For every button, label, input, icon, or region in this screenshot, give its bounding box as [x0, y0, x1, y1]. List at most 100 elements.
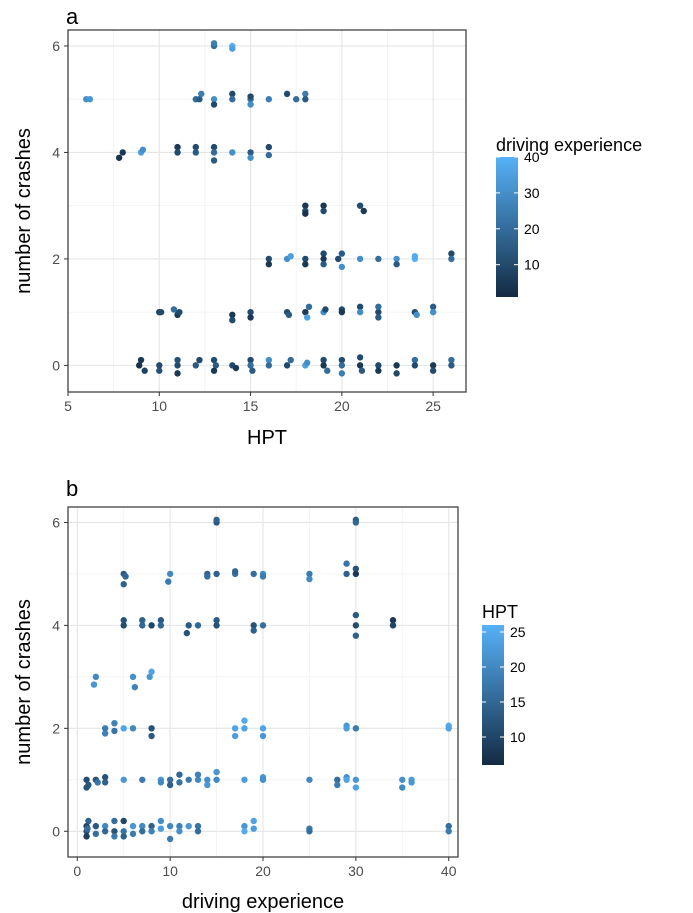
data-point	[183, 629, 191, 637]
y-tick-label: 6	[52, 514, 60, 530]
y-tick-label: 0	[52, 823, 60, 839]
x-axis-title: HPT	[247, 427, 287, 449]
x-tick-label: 25	[425, 398, 441, 414]
data-point	[302, 308, 309, 316]
legend-tick-label: 20	[524, 221, 540, 237]
data-point	[192, 149, 199, 156]
data-point	[429, 308, 437, 316]
data-point	[338, 356, 346, 364]
data-point	[283, 362, 291, 369]
data-point	[375, 367, 382, 374]
data-point	[120, 622, 127, 629]
data-point	[101, 774, 109, 781]
data-point	[375, 362, 382, 369]
data-point	[148, 732, 155, 740]
data-point	[111, 727, 118, 735]
data-point	[213, 617, 220, 624]
data-point	[174, 143, 181, 151]
data-point	[101, 725, 109, 732]
data-point	[265, 356, 273, 364]
data-point	[115, 154, 123, 161]
data-point	[120, 828, 127, 835]
data-point	[170, 306, 178, 313]
data-point	[265, 143, 273, 151]
data-point	[166, 570, 174, 578]
data-point	[166, 781, 174, 789]
data-point	[259, 573, 267, 580]
panel-letter: a	[66, 4, 79, 29]
data-point	[111, 719, 118, 727]
data-point	[194, 822, 202, 830]
data-point	[85, 817, 92, 825]
data-point	[156, 362, 163, 369]
data-point	[343, 725, 350, 732]
data-point	[148, 822, 155, 830]
data-point	[322, 306, 329, 313]
data-point	[343, 570, 350, 578]
data-point	[302, 96, 309, 103]
data-point	[185, 776, 192, 783]
x-tick-label: 40	[441, 863, 457, 879]
data-point	[247, 314, 254, 321]
data-point	[119, 149, 126, 156]
data-point	[120, 776, 127, 783]
data-point	[174, 149, 181, 156]
data-point	[92, 822, 100, 830]
data-point	[302, 210, 309, 217]
data-point	[320, 202, 327, 209]
y-tick-label: 0	[52, 357, 60, 373]
data-point	[306, 776, 313, 783]
data-point	[250, 825, 257, 832]
data-point	[111, 817, 118, 825]
data-point	[210, 149, 218, 156]
data-point	[210, 40, 218, 47]
x-tick-label: 20	[255, 863, 271, 879]
legend-tick-label: 10	[524, 257, 540, 273]
data-point	[356, 202, 364, 209]
data-point	[335, 255, 342, 263]
data-point	[352, 725, 360, 732]
data-point	[285, 311, 293, 319]
y-axis-title: number of crashes	[13, 128, 35, 294]
data-point	[232, 364, 240, 372]
data-point	[129, 830, 137, 838]
panel-letter: b	[66, 476, 78, 501]
data-point	[185, 822, 192, 830]
data-point	[375, 303, 382, 311]
data-point	[210, 101, 218, 108]
data-point	[306, 828, 313, 835]
data-point	[204, 781, 211, 789]
data-point	[120, 617, 127, 624]
data-point	[176, 308, 183, 316]
y-tick-label: 4	[52, 144, 60, 160]
data-point	[204, 573, 211, 580]
data-point	[429, 362, 437, 369]
data-point	[343, 560, 350, 567]
data-point	[250, 627, 257, 634]
data-point	[265, 261, 273, 268]
data-point	[204, 776, 211, 783]
data-point	[352, 622, 360, 629]
x-tick-label: 30	[348, 863, 364, 879]
data-point	[393, 261, 400, 268]
data-point	[141, 367, 148, 374]
data-point	[338, 263, 346, 271]
data-point	[166, 822, 174, 830]
data-point	[399, 784, 406, 791]
data-point	[265, 151, 273, 159]
x-tick-label: 15	[243, 398, 259, 414]
data-point	[356, 255, 364, 263]
data-point	[129, 725, 137, 732]
x-axis-title: driving experience	[182, 891, 344, 913]
legend-tick-label: 25	[510, 624, 526, 640]
data-point	[139, 622, 146, 629]
data-point	[338, 308, 346, 316]
data-point	[229, 90, 236, 98]
y-tick-label: 2	[52, 251, 60, 267]
data-point	[176, 771, 183, 778]
data-point	[352, 565, 360, 572]
data-point	[265, 96, 273, 103]
data-point	[393, 362, 400, 369]
data-point	[445, 822, 452, 830]
x-tick-label: 0	[73, 863, 81, 879]
